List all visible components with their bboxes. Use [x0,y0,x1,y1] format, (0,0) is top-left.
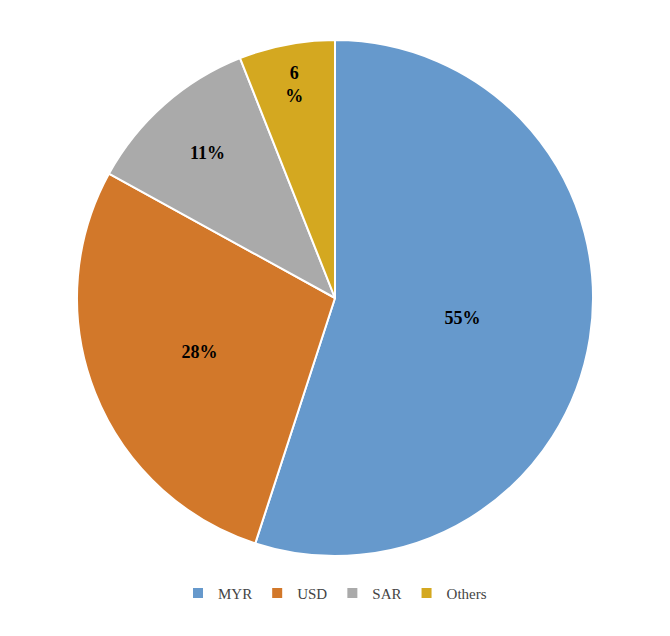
svg-text:MYR: MYR [218,586,252,602]
svg-text:11%: 11% [190,143,225,163]
svg-text:USD: USD [297,586,327,602]
svg-text:6%: 6% [285,63,303,106]
svg-text:Others: Others [447,586,487,602]
svg-text:28%: 28% [182,342,218,362]
svg-text:SAR: SAR [372,586,401,602]
svg-text:55%: 55% [444,308,480,328]
